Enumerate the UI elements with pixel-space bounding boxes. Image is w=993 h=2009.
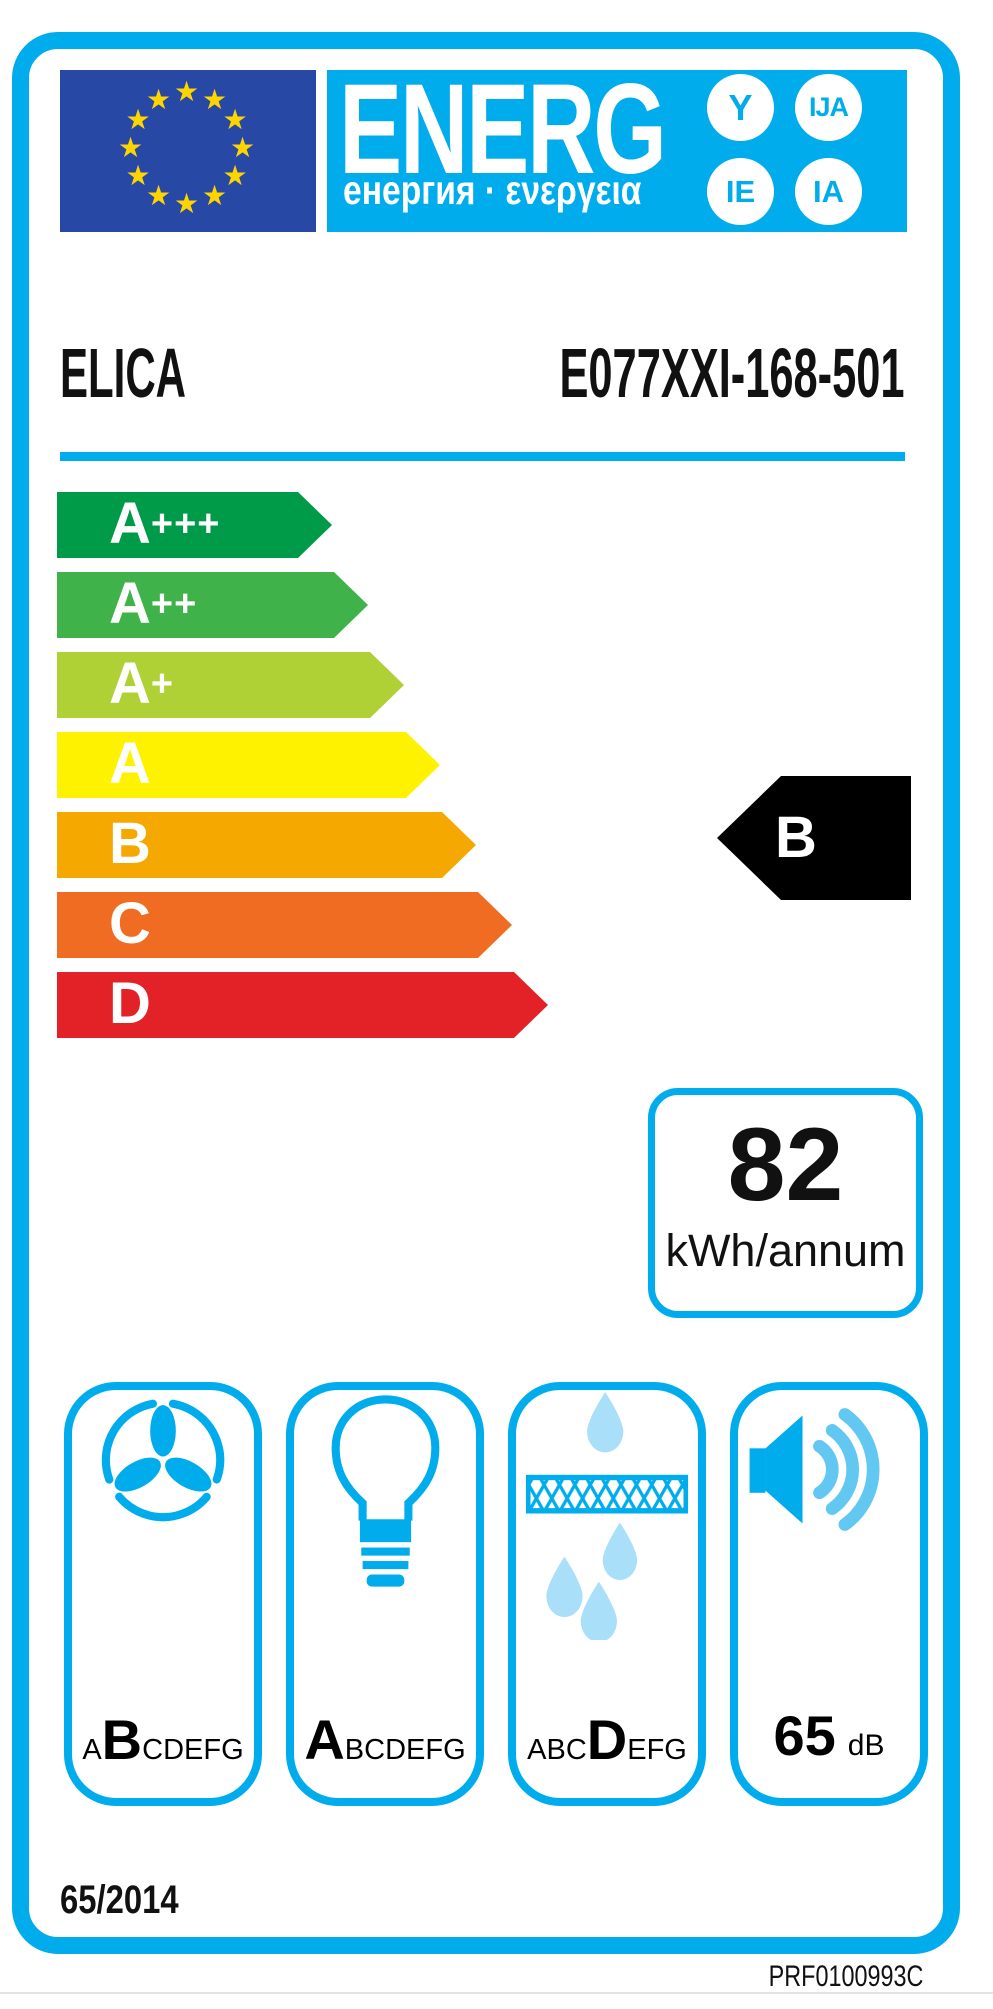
flag-star: ★ xyxy=(146,180,172,212)
fan-icon xyxy=(101,1398,225,1522)
flag-star: ★ xyxy=(174,76,200,107)
grade-letter: A xyxy=(82,1734,102,1766)
consumption-box: 82 kWh/annum xyxy=(648,1088,923,1318)
flag-star: ★ xyxy=(202,180,228,212)
grade-letter: C xyxy=(364,1734,386,1766)
flag-star: ★ xyxy=(118,132,144,163)
energy-class-plus: ++ xyxy=(150,583,198,625)
brand-name: ELICA xyxy=(60,334,186,412)
flag-star: ★ xyxy=(202,83,228,115)
grade-letter: B xyxy=(344,1734,365,1766)
energy-class-plus: + xyxy=(150,663,175,705)
energy-class-arrow: D xyxy=(57,972,548,1038)
bottom-hairline xyxy=(0,1992,993,1994)
noise-unit: dB xyxy=(847,1729,885,1762)
energy-class-arrow: A++ xyxy=(57,572,368,638)
energy-class-letter: B xyxy=(109,811,151,876)
noise-icon xyxy=(749,1408,880,1531)
grade-letter: C xyxy=(142,1734,164,1766)
language-badge: IE xyxy=(707,158,774,225)
grade-letter-highlight: D xyxy=(586,1708,628,1771)
grade-letter: E xyxy=(627,1734,647,1766)
energy-class-arrow: A xyxy=(57,732,440,798)
consumption-unit: kWh/annum xyxy=(665,1225,906,1276)
flag-star: ★ xyxy=(125,160,151,191)
language-badge: IJA xyxy=(795,74,862,141)
energy-class-letter: D xyxy=(109,971,151,1036)
flag-star: ★ xyxy=(125,104,151,135)
rating-letter: B xyxy=(775,805,817,870)
energy-logo-word: ENERG xyxy=(339,58,667,201)
energy-class-letter: A xyxy=(109,731,151,796)
grade-letter: G xyxy=(664,1734,687,1766)
energy-class-letter: A xyxy=(109,491,151,556)
grade-letter: G xyxy=(221,1734,244,1766)
energy-class-arrow: B xyxy=(57,812,476,878)
language-badge: Y xyxy=(707,74,774,141)
label-border-frame xyxy=(12,32,960,1954)
noise-value: 65 xyxy=(773,1704,836,1767)
grade-letter: G xyxy=(443,1734,466,1766)
energy-class-plus: +++ xyxy=(150,503,221,545)
grade-letter: F xyxy=(203,1734,222,1766)
separator-line xyxy=(60,452,905,461)
flag-star: ★ xyxy=(222,160,248,191)
energy-class-letter: A xyxy=(109,571,151,636)
lamp-icon xyxy=(331,1395,439,1587)
grade-letter: F xyxy=(646,1734,665,1766)
energy-logo-subtext: енергия · ενεργεια xyxy=(343,167,642,213)
energy-logo: ENERG енергия · ενεργεια Y IJA IE IA xyxy=(327,58,907,232)
grade-letter: B xyxy=(546,1734,566,1766)
energy-class-arrow: A+ xyxy=(57,652,404,718)
grade-letter: E xyxy=(406,1734,426,1766)
energy-class-letter: C xyxy=(109,891,151,956)
grade-letter: F xyxy=(425,1734,444,1766)
flag-star: ★ xyxy=(146,83,172,115)
grease-filter-icon xyxy=(525,1392,689,1640)
model-number: E077XXI-168-501 xyxy=(559,334,905,412)
grade-letter: A xyxy=(527,1734,547,1766)
grade-letter: C xyxy=(565,1734,587,1766)
document-code: PRF0100993C xyxy=(768,1960,923,1993)
grade-letter: D xyxy=(385,1734,407,1766)
grade-letter-highlight: A xyxy=(304,1708,345,1771)
grade-letter: E xyxy=(184,1734,204,1766)
eu-flag: ★ ★ ★ ★ ★ ★ ★ ★ ★ ★ ★ ★ xyxy=(60,70,316,232)
grade-letter: D xyxy=(163,1734,185,1766)
flag-star: ★ xyxy=(174,188,200,219)
consumption-value: 82 xyxy=(727,1107,844,1223)
noise-box: 65 dB xyxy=(730,1382,928,1806)
energy-class-letter: A xyxy=(109,651,151,716)
language-badge: IA xyxy=(795,158,862,225)
flag-star: ★ xyxy=(222,104,248,135)
regulation-number: 65/2014 xyxy=(60,1878,179,1922)
energy-class-arrow: C xyxy=(57,892,512,958)
grade-letter-highlight: B xyxy=(101,1708,143,1771)
noise-value-row: 65 dB xyxy=(738,1703,920,1768)
energy-class-arrow: A+++ xyxy=(57,492,332,558)
flag-star: ★ xyxy=(230,132,256,163)
